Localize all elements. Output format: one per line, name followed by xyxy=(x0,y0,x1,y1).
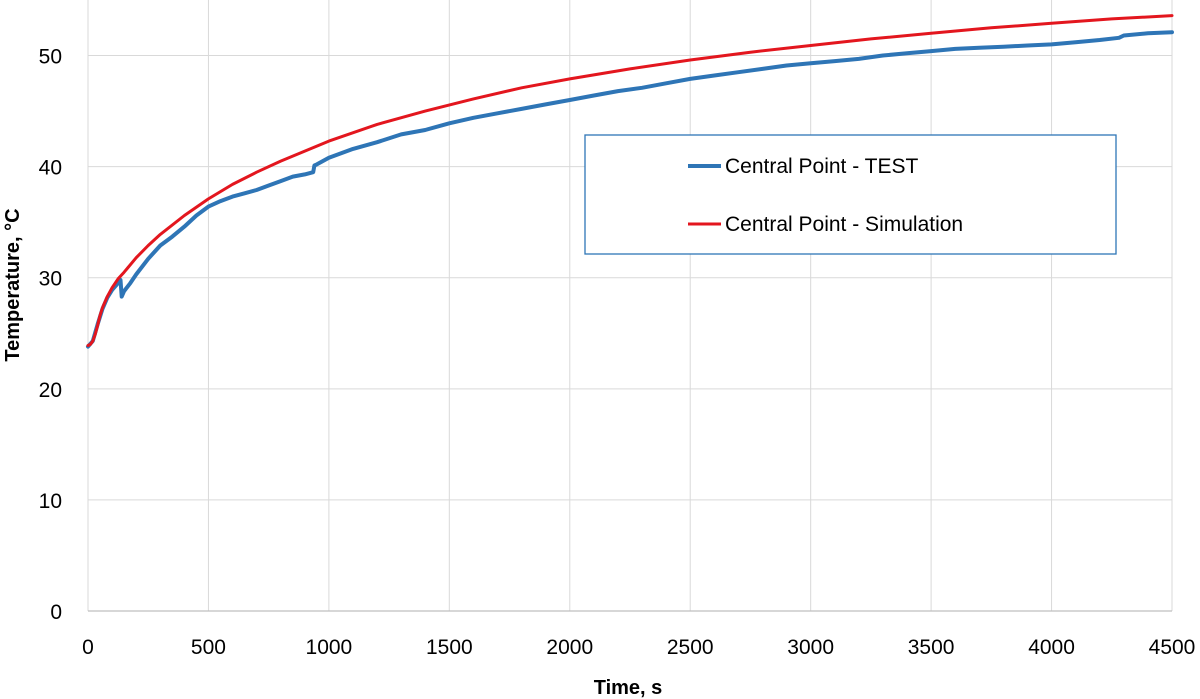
y-tick-label: 0 xyxy=(50,601,62,624)
y-axis-tick-labels: 0 10 20 30 40 50 xyxy=(39,46,62,624)
legend-box xyxy=(584,134,1117,255)
series-line-test xyxy=(86,30,1174,349)
x-tick-label: 500 xyxy=(191,636,226,659)
x-axis-tick-labels: 0 500 1000 1500 2000 2500 3000 3500 4000 4500 xyxy=(82,636,1195,659)
y-tick-label: 10 xyxy=(39,490,62,513)
grid-lines xyxy=(87,0,1173,612)
x-tick-label: 2000 xyxy=(546,636,593,659)
x-tick-label: 4000 xyxy=(1028,636,1075,659)
y-axis-title: Temperature, °C xyxy=(2,208,24,361)
x-tick-label: 1000 xyxy=(306,636,353,659)
legend-label-test: Central Point - TEST xyxy=(725,155,919,178)
y-tick-label: 20 xyxy=(39,379,62,402)
x-tick-label: 4500 xyxy=(1149,636,1196,659)
y-tick-label: 50 xyxy=(39,46,62,69)
x-tick-label: 3000 xyxy=(787,636,834,659)
x-tick-label: 0 xyxy=(82,636,94,659)
legend: Central Point - TEST Central Point - Sim… xyxy=(584,134,1117,255)
x-tick-label: 1500 xyxy=(426,636,473,659)
plot-series xyxy=(86,14,1174,349)
y-tick-label: 30 xyxy=(39,268,62,291)
y-tick-label: 40 xyxy=(39,157,62,180)
legend-label-simulation: Central Point - Simulation xyxy=(725,213,963,236)
x-axis-title: Time, s xyxy=(594,677,663,699)
x-tick-label: 3500 xyxy=(908,636,955,659)
series-line-simulation xyxy=(86,14,1174,347)
x-tick-label: 2500 xyxy=(667,636,714,659)
